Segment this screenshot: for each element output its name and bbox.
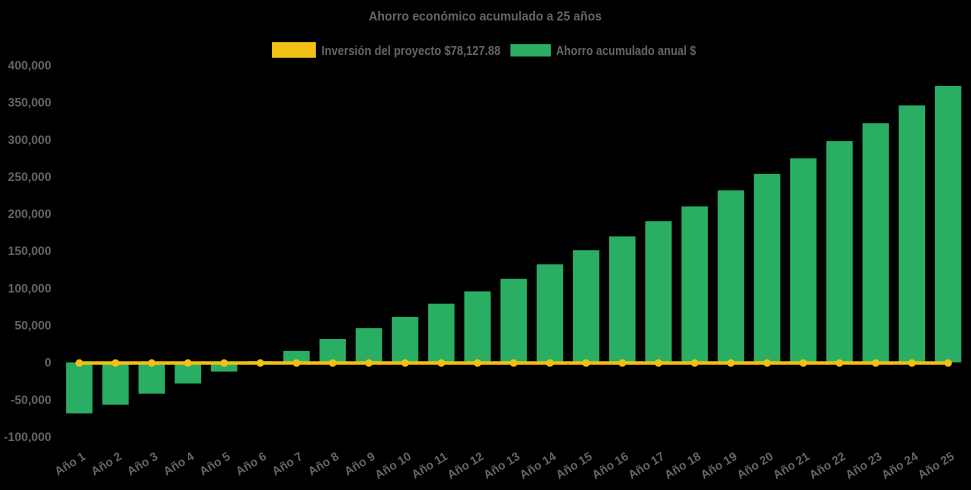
svg-text:-50,000: -50,000 [11,393,52,407]
svg-text:100,000: 100,000 [8,281,52,295]
svg-text:-100,000: -100,000 [4,430,52,444]
svg-text:200,000: 200,000 [8,207,52,221]
svg-text:Ahorro acumulado anual $: Ahorro acumulado anual $ [556,44,696,58]
svg-text:350,000: 350,000 [8,96,52,110]
svg-text:250,000: 250,000 [8,170,52,184]
svg-text:150,000: 150,000 [8,244,52,258]
svg-text:50,000: 50,000 [15,319,52,333]
svg-text:300,000: 300,000 [8,133,52,147]
svg-text:400,000: 400,000 [8,59,52,73]
svg-text:Inversión del proyecto $78,127: Inversión del proyecto $78,127.88 [322,44,501,58]
svg-text:Ahorro económico acumulado a 2: Ahorro económico acumulado a 25 años [369,10,602,24]
svg-text:0: 0 [45,356,52,370]
